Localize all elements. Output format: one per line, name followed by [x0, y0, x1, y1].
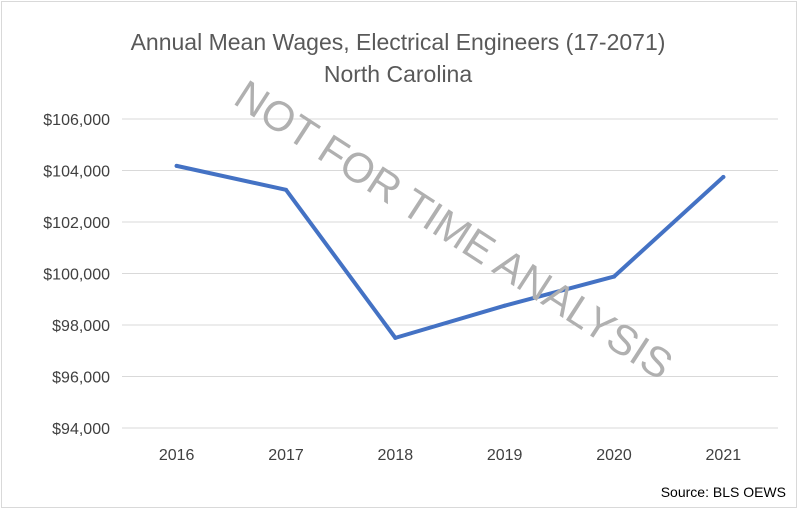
- y-tick-label: $94,000: [52, 421, 110, 438]
- x-tick-label: 2021: [706, 447, 742, 464]
- y-tick-label: $106,000: [43, 112, 110, 129]
- y-tick-label: $102,000: [43, 215, 110, 232]
- x-tick-label: 2018: [378, 447, 414, 464]
- gridlines: [122, 118, 778, 429]
- series-line: [174, 163, 726, 340]
- data-point: [612, 274, 616, 279]
- y-tick-label: $98,000: [52, 318, 110, 335]
- data-point: [174, 163, 179, 168]
- series-layer: [174, 163, 726, 340]
- y-tick-label: $104,000: [43, 164, 110, 181]
- x-tick-label: 2016: [159, 447, 195, 464]
- y-axis-ticks: $94,000 $96,000 $98,000 $100,000 $102,000 $10…: [43, 112, 110, 438]
- source-note: Source: BLS OEWS: [661, 484, 786, 500]
- y-tick-label: $100,000: [43, 267, 110, 284]
- data-point: [502, 303, 507, 308]
- y-tick-label: $96,000: [52, 370, 110, 387]
- chart-subtitle: North Carolina: [324, 61, 472, 87]
- data-point: [721, 174, 726, 179]
- x-tick-label: 2019: [487, 447, 523, 464]
- chart-title: Annual Mean Wages, Electrical Engineers …: [131, 29, 666, 55]
- x-axis-ticks: 2016 2017 2018 2019 2020 2021: [159, 447, 741, 464]
- x-tick-label: 2020: [596, 447, 632, 464]
- data-point: [393, 335, 398, 340]
- x-tick-label: 2017: [268, 447, 304, 464]
- data-point: [284, 187, 288, 192]
